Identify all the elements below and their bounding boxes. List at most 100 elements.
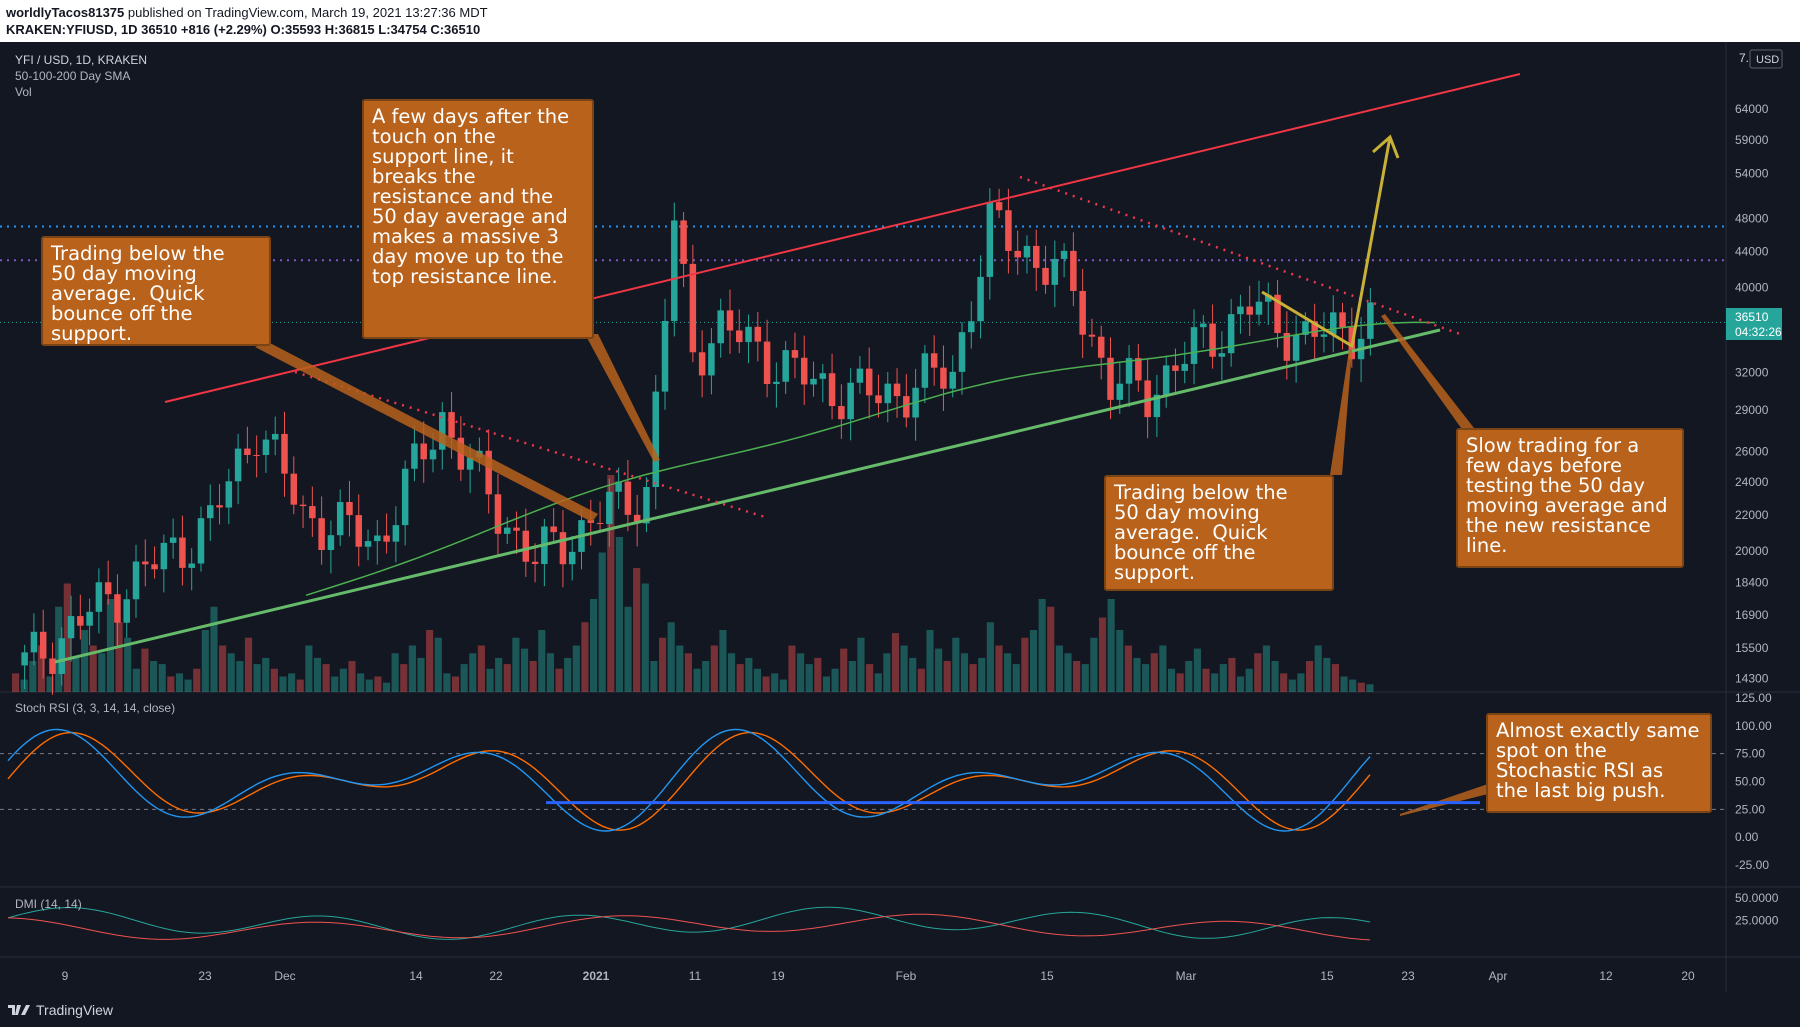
volume-bar <box>935 648 943 692</box>
candle-body <box>448 412 455 438</box>
high-label: H: <box>324 22 339 37</box>
volume-bar <box>1167 668 1176 692</box>
volume-bar <box>607 475 615 692</box>
candle-body <box>225 481 233 508</box>
candle-body <box>745 326 752 343</box>
volume-bar <box>1280 673 1288 692</box>
annotation-stoch[interactable]: Almost exactly same spot on the Stochast… <box>1486 713 1712 813</box>
last-price: 36510 <box>141 22 178 37</box>
price-tick-label: 40000 <box>1735 281 1769 295</box>
candle-body <box>1153 394 1161 418</box>
volume-bar <box>382 682 391 692</box>
candle-body <box>652 391 659 488</box>
volume-bar <box>184 679 192 692</box>
currency-box[interactable] <box>1749 49 1783 69</box>
time-tick-label: 11 <box>689 969 702 983</box>
volume-bar <box>719 630 727 692</box>
volume-bar <box>1142 664 1150 692</box>
footer-brand[interactable]: TradingView <box>36 1001 114 1018</box>
volume-bar <box>805 664 813 692</box>
candle-body <box>207 505 214 519</box>
sma50-series <box>305 321 1436 597</box>
volume-bar <box>365 679 373 692</box>
volume-bar <box>331 676 339 692</box>
volume-bar <box>1098 617 1107 692</box>
publish-info: published on TradingView.com, March 19, … <box>127 5 488 20</box>
downtrend-dotted-right <box>1019 175 1461 336</box>
callout-pointer-left <box>255 342 598 522</box>
volume-bar <box>1331 664 1339 692</box>
volume-bar <box>1193 648 1201 692</box>
annotation-right[interactable]: Slow trading for a few days before testi… <box>1456 428 1684 568</box>
volume-bar <box>702 661 710 692</box>
last-price-tag-value: 36510 <box>1735 310 1769 324</box>
dmi-panel <box>7 906 1371 941</box>
candle-body <box>374 535 381 542</box>
candle-body <box>550 526 557 533</box>
author-name[interactable]: worldlyTacos81375 <box>6 5 125 20</box>
time-tick-label: 15 <box>1040 969 1054 983</box>
volume-bar <box>788 645 796 692</box>
volume-bar <box>693 668 701 692</box>
volume-bar <box>495 657 503 692</box>
last-price-tag <box>1726 308 1782 340</box>
candle-body <box>1302 321 1309 335</box>
volume-bar <box>244 637 253 692</box>
candle-body <box>828 373 836 407</box>
volume-bar <box>650 661 658 692</box>
symbol-name: KRAKEN:YFIUSD, 1D <box>6 22 138 37</box>
annotation-left[interactable]: Trading below the 50 day moving average.… <box>41 236 271 346</box>
annotation-mid[interactable]: Trading below the 50 day moving average.… <box>1104 475 1334 591</box>
candle-body <box>104 582 112 595</box>
volume-bar <box>1262 645 1270 692</box>
volume-bar <box>814 657 822 692</box>
volume-bar <box>72 657 80 692</box>
candle-body <box>865 368 873 396</box>
volume-bar <box>106 599 115 692</box>
sma50-line <box>305 321 1436 597</box>
volume-bar <box>98 653 106 692</box>
price-tick-label: 26000 <box>1735 444 1769 458</box>
chart-area[interactable]: 64000 59000 54000 48000 44000 40000 32000 29000… <box>0 42 1800 992</box>
candle-body <box>1339 312 1346 328</box>
stoch-tick-label: 100.00 <box>1735 719 1772 733</box>
stoch-tick-label: 75.00 <box>1735 747 1765 761</box>
candle-body <box>420 443 427 460</box>
time-tick-label: 23 <box>1401 969 1415 983</box>
volume-bar <box>313 657 322 692</box>
time-tick-label: 12 <box>1599 969 1613 983</box>
volume-bar <box>736 664 744 692</box>
volume-bar <box>917 668 925 692</box>
callout-pointer-stoch <box>1400 784 1488 816</box>
volume-bar <box>1159 645 1167 692</box>
open-value: 35593 <box>284 22 322 37</box>
candle-body <box>401 468 409 526</box>
stoch-d-line <box>7 731 1371 831</box>
candle-body <box>216 505 223 508</box>
volume-bar <box>883 653 891 692</box>
annotation-top[interactable]: A few days after the touch on the suppor… <box>362 99 594 339</box>
volume-bar <box>451 676 460 692</box>
candle-body <box>290 473 298 505</box>
price-tick-label: 18400 <box>1735 576 1769 590</box>
candle-body <box>355 515 362 547</box>
candle-body <box>411 443 418 469</box>
volume-bar <box>1133 657 1141 692</box>
candle-body <box>1135 358 1142 381</box>
volume-bar <box>762 676 770 692</box>
stoch-tick-label: 25.00 <box>1735 802 1765 816</box>
candle-body <box>698 352 706 376</box>
volume-bar <box>1116 630 1124 692</box>
time-tick-label: 22 <box>489 969 503 983</box>
volume-bar <box>667 622 675 692</box>
candle-body <box>893 383 901 397</box>
candle-body <box>1274 294 1281 333</box>
candle-body <box>197 518 205 564</box>
volume-bar <box>158 664 166 692</box>
volume-bar <box>943 661 951 692</box>
volume-bar <box>1228 657 1236 692</box>
candle-body <box>114 594 121 623</box>
open-label: O: <box>270 22 285 37</box>
volume-bar <box>857 637 865 692</box>
dmi-minus-line <box>7 913 1371 941</box>
